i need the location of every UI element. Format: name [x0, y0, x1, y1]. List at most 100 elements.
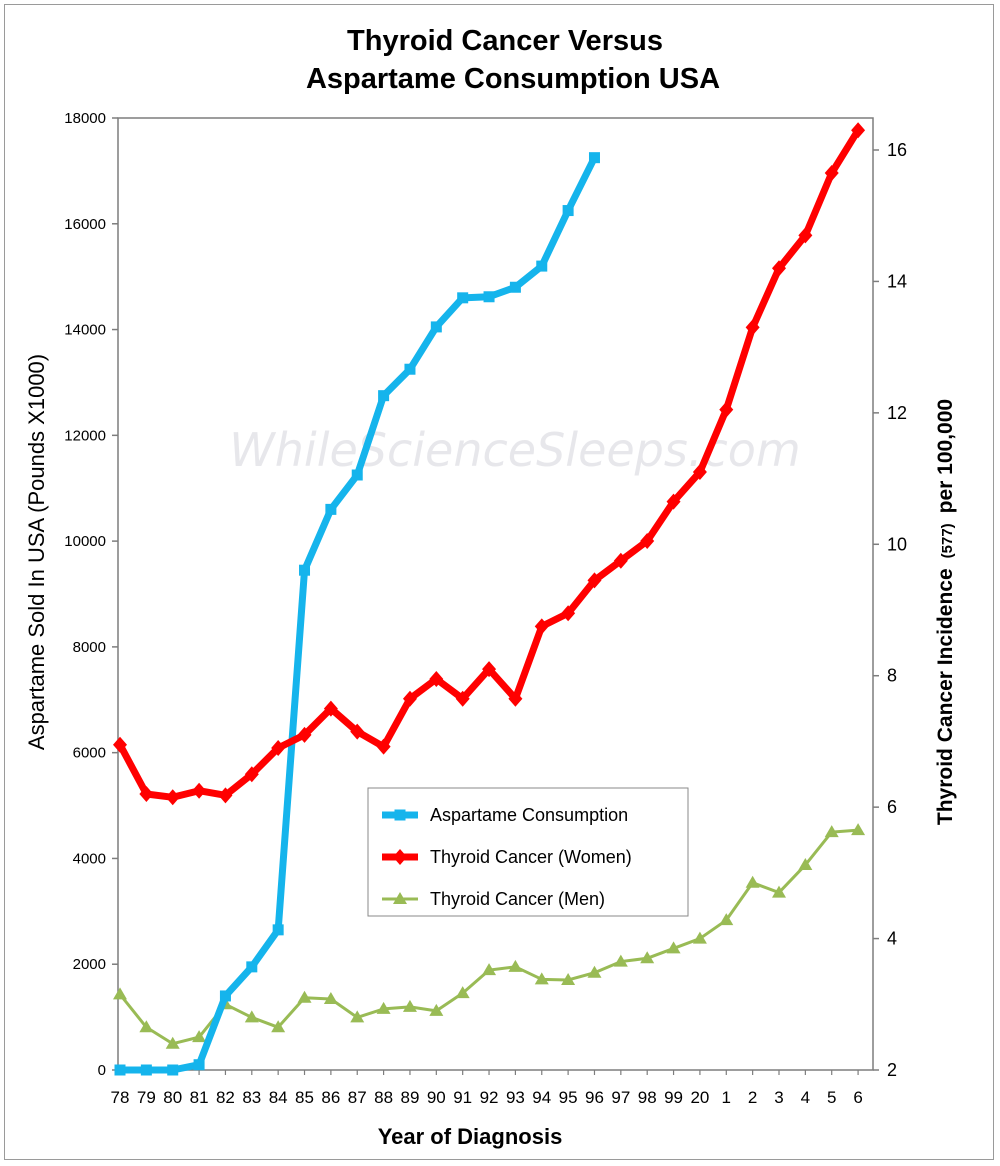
right-tick-label: 16 — [887, 140, 907, 160]
right-tick-label: 14 — [887, 271, 907, 291]
data-point — [297, 726, 312, 743]
x-tick-label: 92 — [480, 1088, 499, 1107]
x-tick-label: 82 — [216, 1088, 235, 1107]
data-point — [193, 1059, 205, 1071]
legend-entry: Thyroid Cancer (Men) — [382, 889, 605, 909]
data-point — [640, 533, 655, 549]
data-point — [430, 321, 442, 333]
data-point — [772, 260, 786, 277]
right-tick-label: 6 — [887, 797, 897, 817]
data-point — [219, 990, 231, 1002]
data-point — [297, 990, 312, 1003]
right-tick-label: 2 — [887, 1060, 897, 1080]
left-tick-label: 18000 — [64, 110, 106, 127]
data-point — [455, 690, 470, 707]
chart-title-line-1: Thyroid Cancer Versus — [347, 25, 663, 57]
data-point — [692, 931, 707, 944]
data-point — [404, 363, 416, 375]
data-point — [271, 740, 286, 756]
x-tick-label: 78 — [111, 1088, 130, 1107]
data-point — [299, 564, 311, 576]
data-point — [218, 787, 233, 804]
legend-swatch-marker — [393, 849, 407, 865]
data-point — [508, 959, 523, 972]
data-point — [192, 782, 207, 799]
x-tick-label: 99 — [664, 1088, 683, 1107]
x-tick-label: 79 — [137, 1088, 156, 1107]
x-tick-label: 85 — [295, 1088, 314, 1107]
data-point — [483, 291, 495, 303]
legend-swatch-marker — [394, 809, 406, 821]
right-tick-label: 10 — [887, 534, 907, 554]
data-point — [692, 464, 707, 480]
x-tick-label: 3 — [774, 1088, 783, 1107]
x-tick-label: 98 — [638, 1088, 657, 1107]
data-point — [192, 1030, 207, 1043]
data-point — [165, 789, 180, 806]
data-point — [350, 723, 365, 740]
data-point — [587, 965, 602, 978]
left-tick-label: 8000 — [73, 639, 106, 656]
data-point — [139, 786, 154, 802]
data-point — [587, 572, 602, 589]
data-point — [534, 618, 549, 635]
series-3 — [113, 823, 866, 1049]
left-tick-label: 16000 — [64, 216, 106, 233]
legend-entries: Aspartame Consumption Thyroid Cancer (Wom… — [382, 805, 632, 909]
data-point — [139, 1020, 154, 1033]
data-point — [429, 1003, 444, 1016]
data-point — [745, 875, 760, 888]
data-point — [851, 122, 866, 139]
data-point — [482, 661, 497, 678]
data-point — [244, 1010, 259, 1023]
y2-axis-label-end: per 100,000 — [934, 399, 957, 513]
data-point — [745, 319, 760, 336]
legend-label: Thyroid Cancer (Women) — [430, 847, 632, 867]
legend-label: Thyroid Cancer (Men) — [430, 889, 605, 909]
x-tick-label: 90 — [427, 1088, 446, 1107]
data-point — [666, 493, 681, 510]
right-axis-ticks: 2 4 6 8 10 12 14 16 — [873, 140, 907, 1080]
data-point — [429, 671, 444, 687]
data-point — [323, 992, 338, 1005]
legend-label: Aspartame Consumption — [430, 805, 628, 825]
data-point — [376, 1001, 391, 1014]
x-tick-label: 89 — [400, 1088, 419, 1107]
data-point — [376, 738, 391, 755]
y2-axis-label-main: Thyroid Cancer Incidence — [934, 568, 957, 825]
x-axis-label: Year of Diagnosis — [378, 1124, 563, 1149]
x-tick-label: 93 — [506, 1088, 525, 1107]
right-tick-label: 4 — [887, 929, 897, 949]
data-point — [244, 766, 259, 783]
data-point — [378, 390, 390, 402]
data-point — [798, 227, 813, 244]
x-tick-label: 4 — [801, 1088, 810, 1107]
right-tick-label: 12 — [887, 403, 907, 423]
data-point — [167, 1064, 179, 1076]
x-tick-label: 1 — [722, 1088, 731, 1107]
left-tick-label: 10000 — [64, 533, 106, 550]
data-point — [325, 503, 337, 515]
x-tick-label: 87 — [348, 1088, 367, 1107]
x-tick-label: 2 — [748, 1088, 757, 1107]
data-point — [140, 1064, 152, 1076]
data-point — [402, 999, 417, 1012]
x-tick-label: 84 — [269, 1088, 288, 1107]
data-point — [534, 972, 549, 985]
x-tick-label: 91 — [453, 1088, 472, 1107]
x-tick-label: 6 — [853, 1088, 862, 1107]
data-point — [113, 736, 127, 753]
data-point — [719, 913, 734, 926]
x-tick-label: 96 — [585, 1088, 604, 1107]
series-1 — [114, 152, 600, 1076]
data-point — [246, 961, 258, 973]
x-tick-label: 95 — [559, 1088, 578, 1107]
legend-box — [367, 787, 689, 917]
legend: Aspartame Consumption Thyroid Cancer (Wom… — [367, 787, 689, 917]
data-point — [508, 690, 523, 707]
legend-swatch-marker — [393, 892, 407, 904]
x-tick-label: 20 — [690, 1088, 709, 1107]
data-point — [666, 941, 681, 954]
x-tick-label: 81 — [190, 1088, 209, 1107]
